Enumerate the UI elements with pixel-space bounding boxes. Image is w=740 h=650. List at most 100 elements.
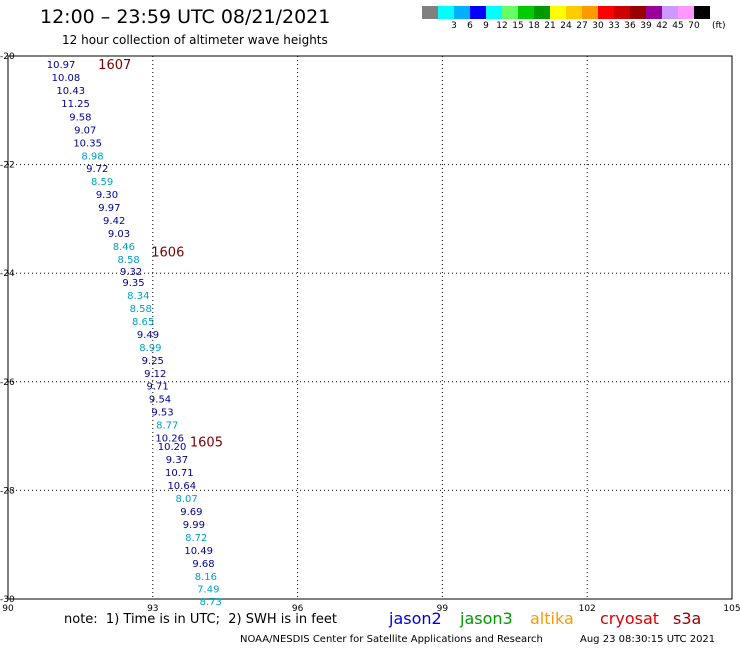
pass-number-label: 1605 [190,436,223,451]
wave-height-value: 8.99 [139,343,161,354]
wave-height-value: 9.07 [74,125,96,136]
y-tick-label: -20 [0,52,15,62]
x-tick-label: 102 [579,604,596,614]
wave-height-value: 10.49 [184,546,213,557]
wave-height-value: 9.37 [166,455,188,466]
satellite-cryosat: cryosat [600,609,660,628]
legend-label: 30 [592,21,604,30]
x-tick-label: 93 [147,604,158,614]
wave-height-value: 9.32 [120,267,142,278]
legend-swatch [502,6,518,19]
wave-height-value: 8.58 [130,304,152,315]
wave-height-value: 10.71 [165,468,194,479]
wave-height-value: 8.65 [132,317,154,328]
legend-swatch [678,6,694,19]
wave-height-value: 8.73 [200,597,222,608]
wave-height-value: 8.16 [195,572,217,583]
legend-label: 21 [544,21,555,30]
legend-swatch [694,6,710,19]
legend-swatch [646,6,662,19]
legend-swatch [630,6,646,19]
satellite-jason3: jason3 [460,609,513,628]
wave-height-value: 8.59 [91,177,113,188]
legend-unit: (ft) [712,21,726,31]
legend-label: 45 [672,21,683,30]
legend-label: 27 [576,21,587,30]
wave-height-value: 9.49 [137,330,159,341]
x-tick-label: 90 [2,604,14,614]
wave-height-value: 9.68 [192,559,214,570]
legend-label: 12 [496,21,507,30]
legend-swatch [582,6,598,19]
wave-height-value: 9.58 [69,112,91,123]
wave-height-value: 9.97 [98,203,120,214]
wave-height-value: 9.54 [149,395,171,406]
footer-note: note: 1) Time is in UTC; 2) SWH is in fe… [64,612,337,627]
legend-label: 24 [560,21,572,30]
legend-swatch [598,6,614,19]
y-tick-label: -22 [0,161,15,171]
wave-height-value: 9.25 [142,356,164,367]
legend-swatch [422,6,438,19]
legend-swatch [550,6,566,19]
wave-height-value: 9.72 [86,164,108,175]
legend-label: 70 [688,21,700,30]
legend-label: 42 [656,21,667,30]
wave-height-value: 8.77 [156,421,178,432]
legend-label: 39 [640,21,652,30]
pass-number-label: 1606 [151,245,184,260]
legend-swatch [614,6,630,19]
wave-height-value: 8.34 [127,291,149,302]
wave-height-value: 8.58 [118,255,140,266]
legend-label: 15 [512,21,523,30]
satellite-altika: altika [530,609,574,628]
legend-label: 33 [608,21,619,30]
wave-height-value: 8.46 [113,242,135,253]
legend-swatch [662,6,678,19]
legend-swatch [438,6,454,19]
legend-swatch [518,6,534,19]
wave-height-value: 9.03 [108,229,130,240]
legend-swatch [454,6,470,19]
generated-timestamp: Aug 23 08:30:15 UTC 2021 [580,634,716,645]
legend-swatch [566,6,582,19]
wave-height-value: 10.08 [52,73,81,84]
satellite-s3a: s3a [673,609,702,628]
legend-label: 3 [451,21,457,30]
wave-height-value: 8.07 [175,494,197,505]
wave-height-value: 9.53 [151,408,173,419]
satellite-jason2: jason2 [389,609,442,628]
legend-label: 9 [483,21,489,30]
y-tick-label: -28 [0,486,15,496]
legend-label: 18 [528,21,540,30]
legend-label: 36 [624,21,636,30]
wave-height-value: 9.30 [96,190,118,201]
y-tick-label: -24 [0,269,15,279]
wave-height-value: 10.35 [73,138,102,149]
wave-height-value: 10.64 [167,481,196,492]
wave-height-value: 10.43 [56,86,85,97]
chart-subtitle: 12 hour collection of altimeter wave hei… [62,33,328,47]
plot-frame [7,55,733,600]
x-tick-label: 96 [292,604,304,614]
pass-number-label: 1607 [98,58,131,73]
y-tick-label: -30 [0,595,15,605]
wave-height-value: 9.71 [146,382,168,393]
legend-swatch [534,6,550,19]
wave-height-value: 9.12 [144,369,166,380]
legend-swatch [470,6,486,19]
wave-height-value: 10.97 [47,60,76,71]
x-tick-label: 105 [723,604,740,614]
wave-height-value: 9.35 [122,278,144,289]
wave-height-value: 9.69 [180,507,202,518]
wave-height-value: 8.72 [185,533,207,544]
wave-height-value: 10.20 [158,442,187,453]
wave-height-value: 8.98 [81,151,103,162]
wave-height-value: 9.99 [183,520,205,531]
x-tick-label: 99 [437,604,449,614]
wave-height-value: 10.26 [155,434,184,445]
chart-title: 12:00 – 23:59 UTC 08/21/2021 [40,6,331,28]
wave-height-value: 7.49 [197,585,219,596]
legend-swatch [486,6,502,19]
